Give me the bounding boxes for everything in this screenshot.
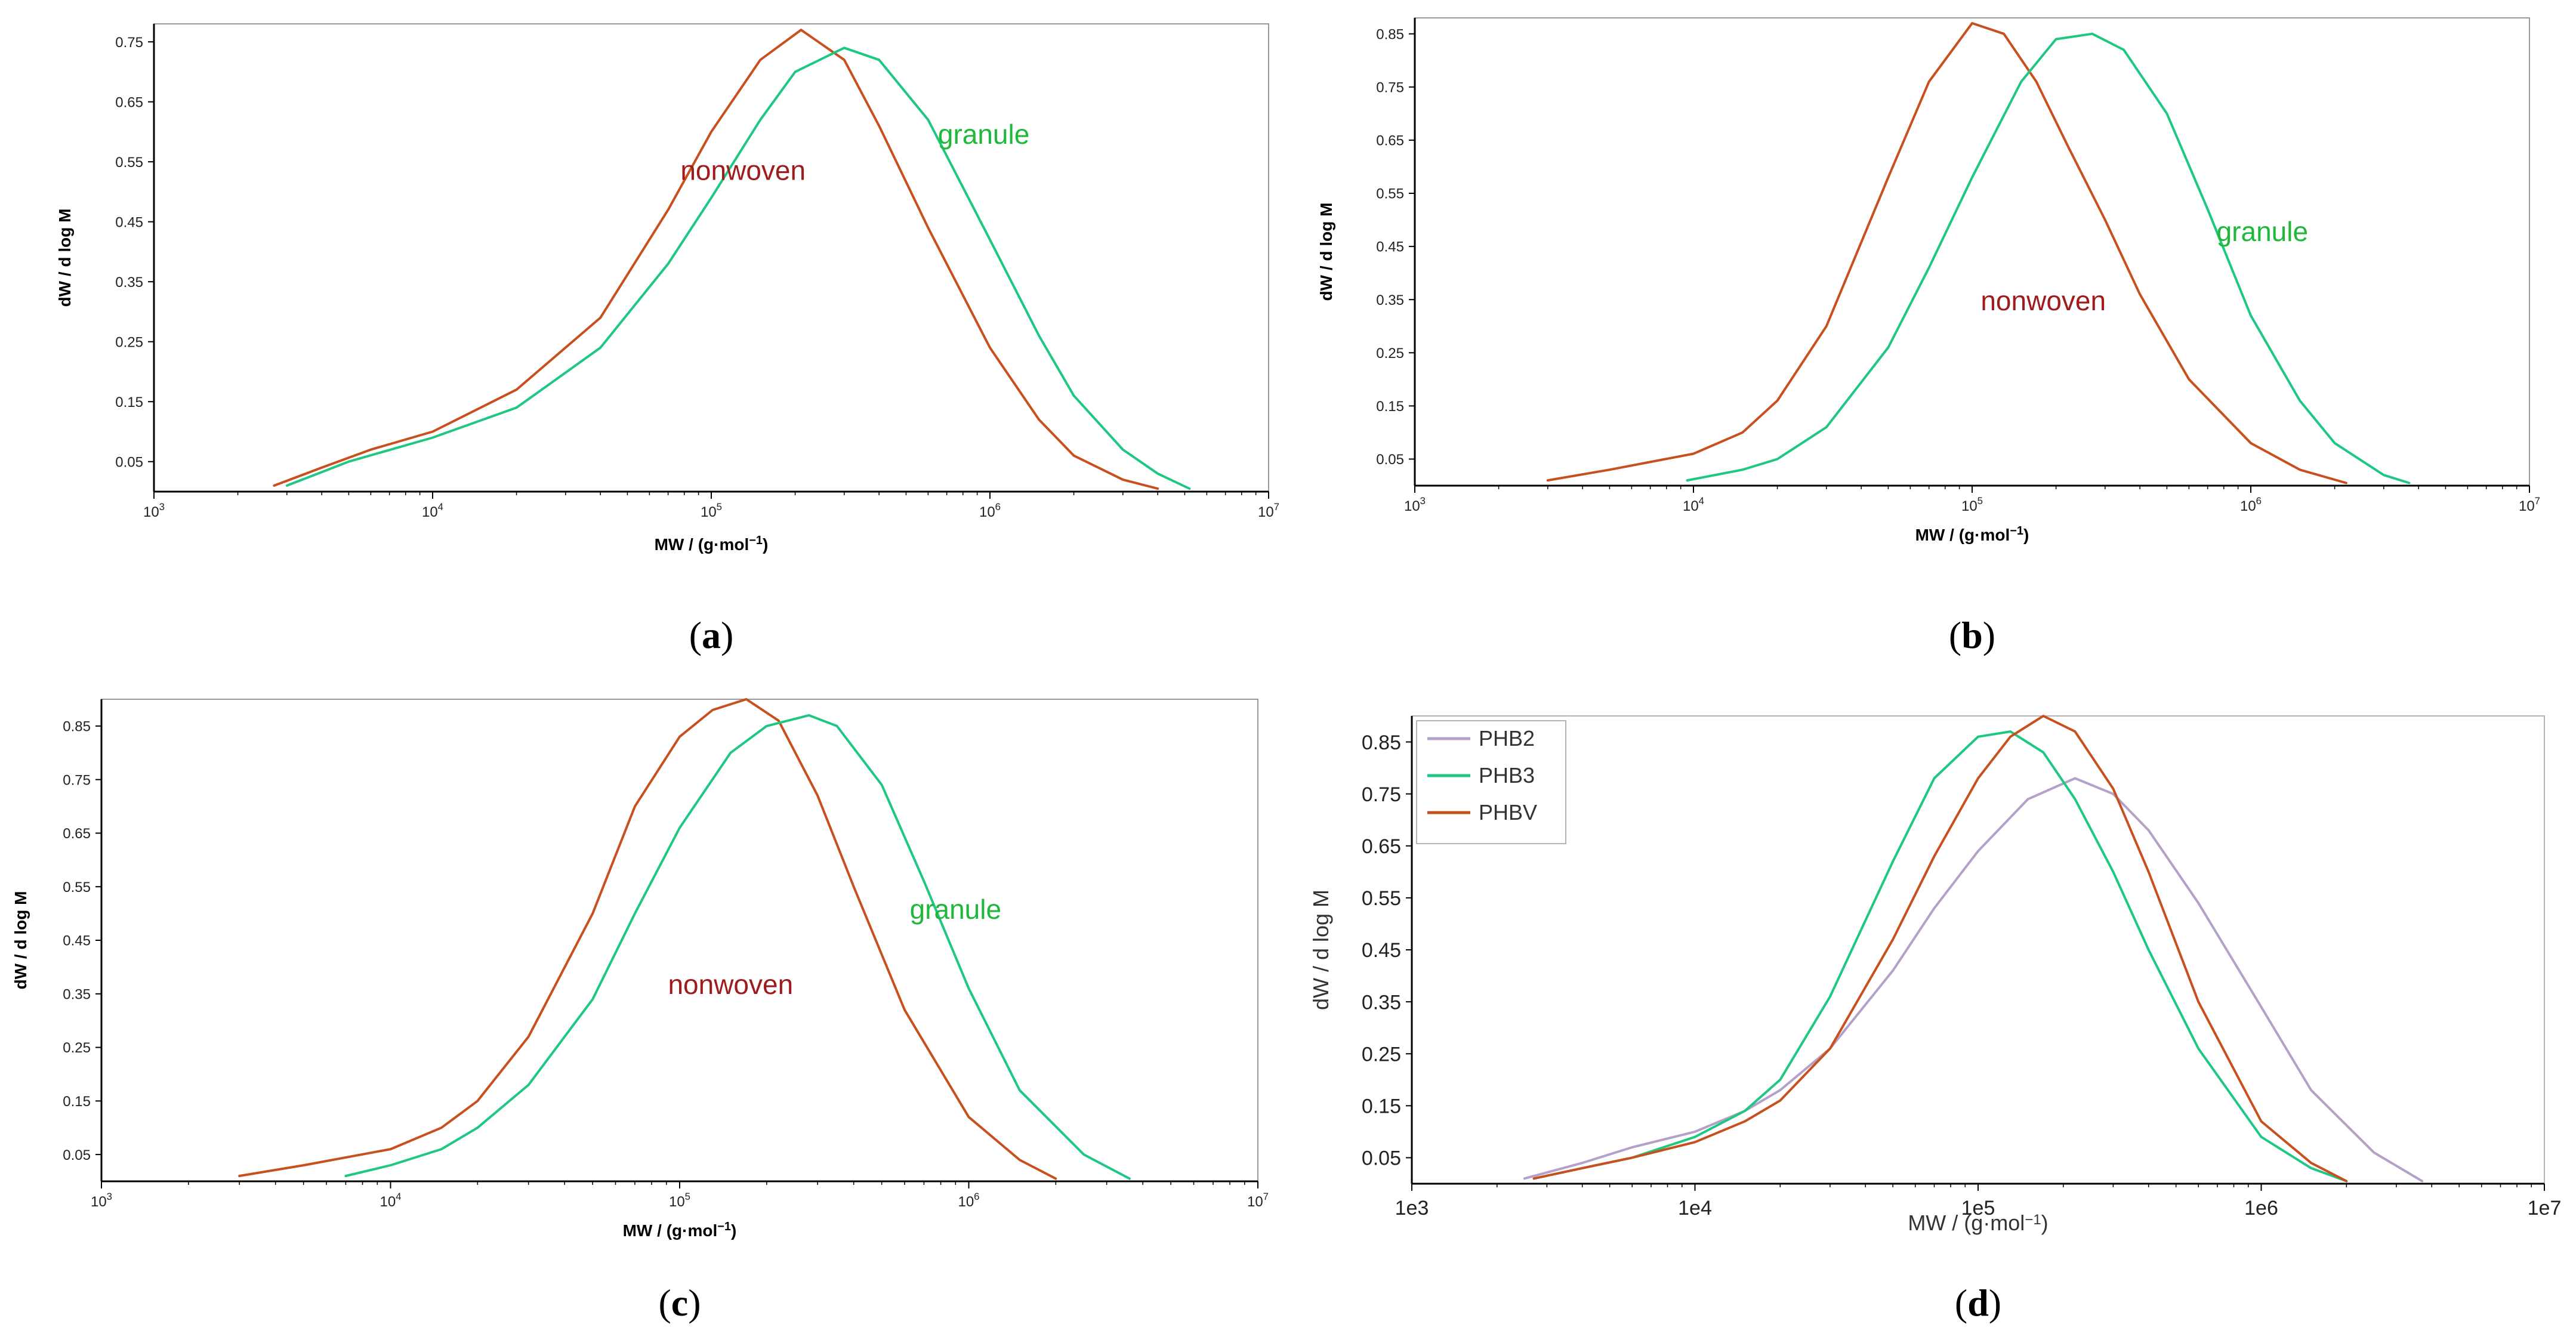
y-tick-label: 0.25 <box>63 1040 91 1056</box>
x-tick-label: 106 <box>958 1191 979 1210</box>
series-line-phb2 <box>1523 777 2424 1183</box>
y-tick-label: 0.25 <box>1376 345 1404 362</box>
y-tick-label: 0.05 <box>115 454 143 470</box>
legend-label-phb2: PHB2 <box>1479 726 1535 751</box>
y-tick-label: 0.55 <box>1376 186 1404 202</box>
y-tick-label: 0.25 <box>1362 1043 1401 1066</box>
panel-label: (c) <box>658 1282 701 1324</box>
y-tick-label: 0.45 <box>115 214 143 230</box>
x-axis-label: MW / (g·mol−1) <box>655 534 769 554</box>
x-tick-label: 106 <box>979 501 1001 520</box>
y-tick-label: 0.65 <box>1376 133 1404 149</box>
plot-frame <box>153 23 1269 492</box>
x-tick-label: 103 <box>143 501 165 520</box>
legend: PHB2 PHB3 PHBV <box>1416 720 1566 844</box>
x-tick-label: 104 <box>1683 495 1704 514</box>
y-tick-label: 0.65 <box>63 826 91 842</box>
plot-frame <box>101 699 1258 1182</box>
x-tick-label: 1e4 <box>1678 1197 1712 1219</box>
series-line-nonwoven <box>1546 21 2347 484</box>
series-line-granule <box>285 47 1191 490</box>
y-axis-label: dW / d log M <box>11 891 30 990</box>
y-tick-label: 0.05 <box>1376 452 1404 468</box>
x-tick-label: 106 <box>2240 495 2262 514</box>
series-label-nonwoven: nonwoven <box>1980 285 2106 316</box>
plot-frame <box>1411 715 2545 1184</box>
panel-label: (a) <box>689 614 734 656</box>
series-label-granule: granule <box>2217 216 2308 247</box>
y-tick-label: 0.35 <box>1376 292 1404 308</box>
series-label-nonwoven: nonwoven <box>680 155 806 186</box>
series-line-phbv <box>1532 715 2348 1183</box>
x-tick-label: 103 <box>91 1191 112 1210</box>
y-tick-label: 0.55 <box>63 879 91 896</box>
y-tick-label: 0.45 <box>63 933 91 949</box>
x-tick-label: 1e6 <box>2244 1197 2278 1219</box>
y-tick-label: 0.35 <box>1362 991 1401 1014</box>
y-tick-label: 0.35 <box>63 986 91 1002</box>
x-tick-label: 105 <box>669 1191 690 1210</box>
x-tick-label: 107 <box>1258 501 1279 520</box>
series-line-nonwoven <box>238 698 1057 1180</box>
series-label-nonwoven: nonwoven <box>668 969 793 1000</box>
y-tick-label: 0.85 <box>63 719 91 735</box>
y-tick-label: 0.65 <box>115 94 143 110</box>
y-axis-label: dW / d log M <box>55 209 74 307</box>
y-tick-label: 0.85 <box>1362 731 1401 754</box>
y-tick-label: 0.75 <box>63 772 91 788</box>
y-tick-label: 0.75 <box>1362 783 1401 806</box>
y-tick-label: 0.15 <box>1362 1095 1401 1118</box>
panel-label: (d) <box>1955 1282 2001 1324</box>
y-tick-label: 0.75 <box>1376 79 1404 95</box>
y-tick-label: 0.15 <box>63 1094 91 1110</box>
x-tick-label: 103 <box>1404 495 1426 514</box>
x-tick-label: 107 <box>1247 1191 1269 1210</box>
y-tick-label: 0.05 <box>1362 1147 1401 1170</box>
plot-frame <box>1414 17 2530 486</box>
y-tick-label: 0.55 <box>1362 887 1401 910</box>
series-line-phb3 <box>1532 730 2348 1183</box>
panel-label: (b) <box>1949 614 1995 656</box>
y-tick-label: 0.45 <box>1376 239 1404 255</box>
x-tick-label: 105 <box>1961 495 1983 514</box>
x-tick-label: 105 <box>701 501 722 520</box>
y-axis-label: dW / d log M <box>1309 890 1333 1010</box>
series-label-granule: granule <box>910 894 1001 925</box>
y-tick-label: 0.15 <box>115 394 143 410</box>
x-tick-label: 107 <box>2519 495 2540 514</box>
y-tick-label: 0.65 <box>1362 835 1401 858</box>
chart-panel-a: 0.05 0.15 0.25 0.35 0.45 0.55 0.65 0.75 103 104 10… <box>55 23 1279 656</box>
y-tick-label: 0.25 <box>115 334 143 350</box>
series-line-granule <box>344 714 1131 1180</box>
y-tick-label: 0.85 <box>1376 26 1404 42</box>
chart-panel-d: 0.05 0.15 0.25 0.35 0.45 0.55 0.65 0.75 0.85 1e3 1… <box>1309 715 2562 1324</box>
chart-panel-c: 0.05 0.15 0.25 0.35 0.45 0.55 0.65 0.75 0.85 103 1… <box>11 698 1269 1324</box>
x-tick-label: 1e3 <box>1395 1197 1429 1219</box>
series-line-granule <box>1686 32 2411 484</box>
x-axis-label: MW / (g·mol−1) <box>1915 524 2029 544</box>
x-tick-label: 104 <box>380 1191 401 1210</box>
x-axis-label: MW / (g·mol−1) <box>1908 1211 2048 1235</box>
y-tick-label: 0.75 <box>115 35 143 51</box>
legend-box <box>1416 720 1566 844</box>
legend-label-phb3: PHB3 <box>1479 763 1535 788</box>
x-tick-label: 1e7 <box>2528 1197 2562 1219</box>
legend-label-phbv: PHBV <box>1479 800 1537 825</box>
y-tick-label: 0.55 <box>115 155 143 171</box>
y-tick-label: 0.15 <box>1376 399 1404 415</box>
y-tick-label: 0.35 <box>115 274 143 291</box>
y-axis-label: dW / d log M <box>1317 203 1335 301</box>
y-tick-label: 0.45 <box>1362 939 1401 962</box>
series-line-nonwoven <box>273 29 1159 490</box>
y-tick-label: 0.05 <box>63 1147 91 1163</box>
series-label-granule: granule <box>938 119 1029 150</box>
x-tick-label: 1e5 <box>1961 1197 1995 1219</box>
x-tick-label: 104 <box>422 501 443 520</box>
chart-panel-b: 0.05 0.15 0.25 0.35 0.45 0.55 0.65 0.75 0.85 103 1… <box>1317 17 2540 656</box>
x-axis-label: MW / (g·mol−1) <box>623 1220 737 1240</box>
